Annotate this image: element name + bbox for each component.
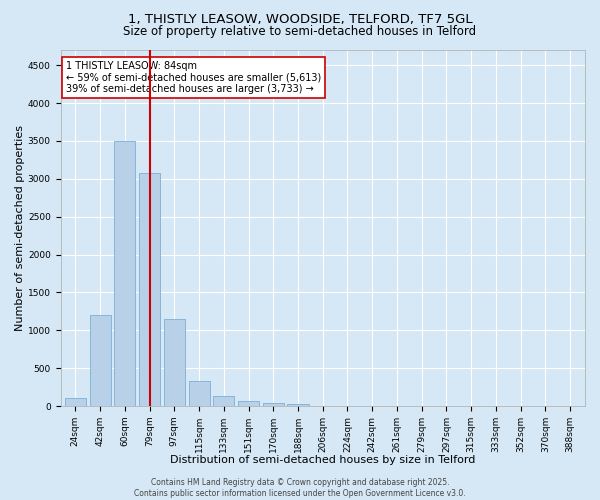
Bar (287, 404, 308, 406)
Bar (65, 398, 86, 406)
Bar (213, 396, 235, 406)
Bar (263, 403, 284, 406)
Text: Size of property relative to semi-detached houses in Telford: Size of property relative to semi-detach… (124, 25, 476, 38)
Text: Contains HM Land Registry data © Crown copyright and database right 2025.
Contai: Contains HM Land Registry data © Crown c… (134, 478, 466, 498)
Bar (115, 141, 136, 406)
Text: 1, THISTLY LEASOW, WOODSIDE, TELFORD, TF7 5GL: 1, THISTLY LEASOW, WOODSIDE, TELFORD, TF… (128, 12, 472, 26)
Bar (89, 315, 110, 406)
Bar (139, 172, 160, 406)
Bar (238, 401, 259, 406)
Bar (164, 319, 185, 406)
Text: 1 THISTLY LEASOW: 84sqm
← 59% of semi-detached houses are smaller (5,613)
39% of: 1 THISTLY LEASOW: 84sqm ← 59% of semi-de… (66, 60, 321, 94)
Bar (188, 381, 209, 406)
X-axis label: Distribution of semi-detached houses by size in Telford: Distribution of semi-detached houses by … (170, 455, 475, 465)
Y-axis label: Number of semi-detached properties: Number of semi-detached properties (15, 125, 25, 331)
